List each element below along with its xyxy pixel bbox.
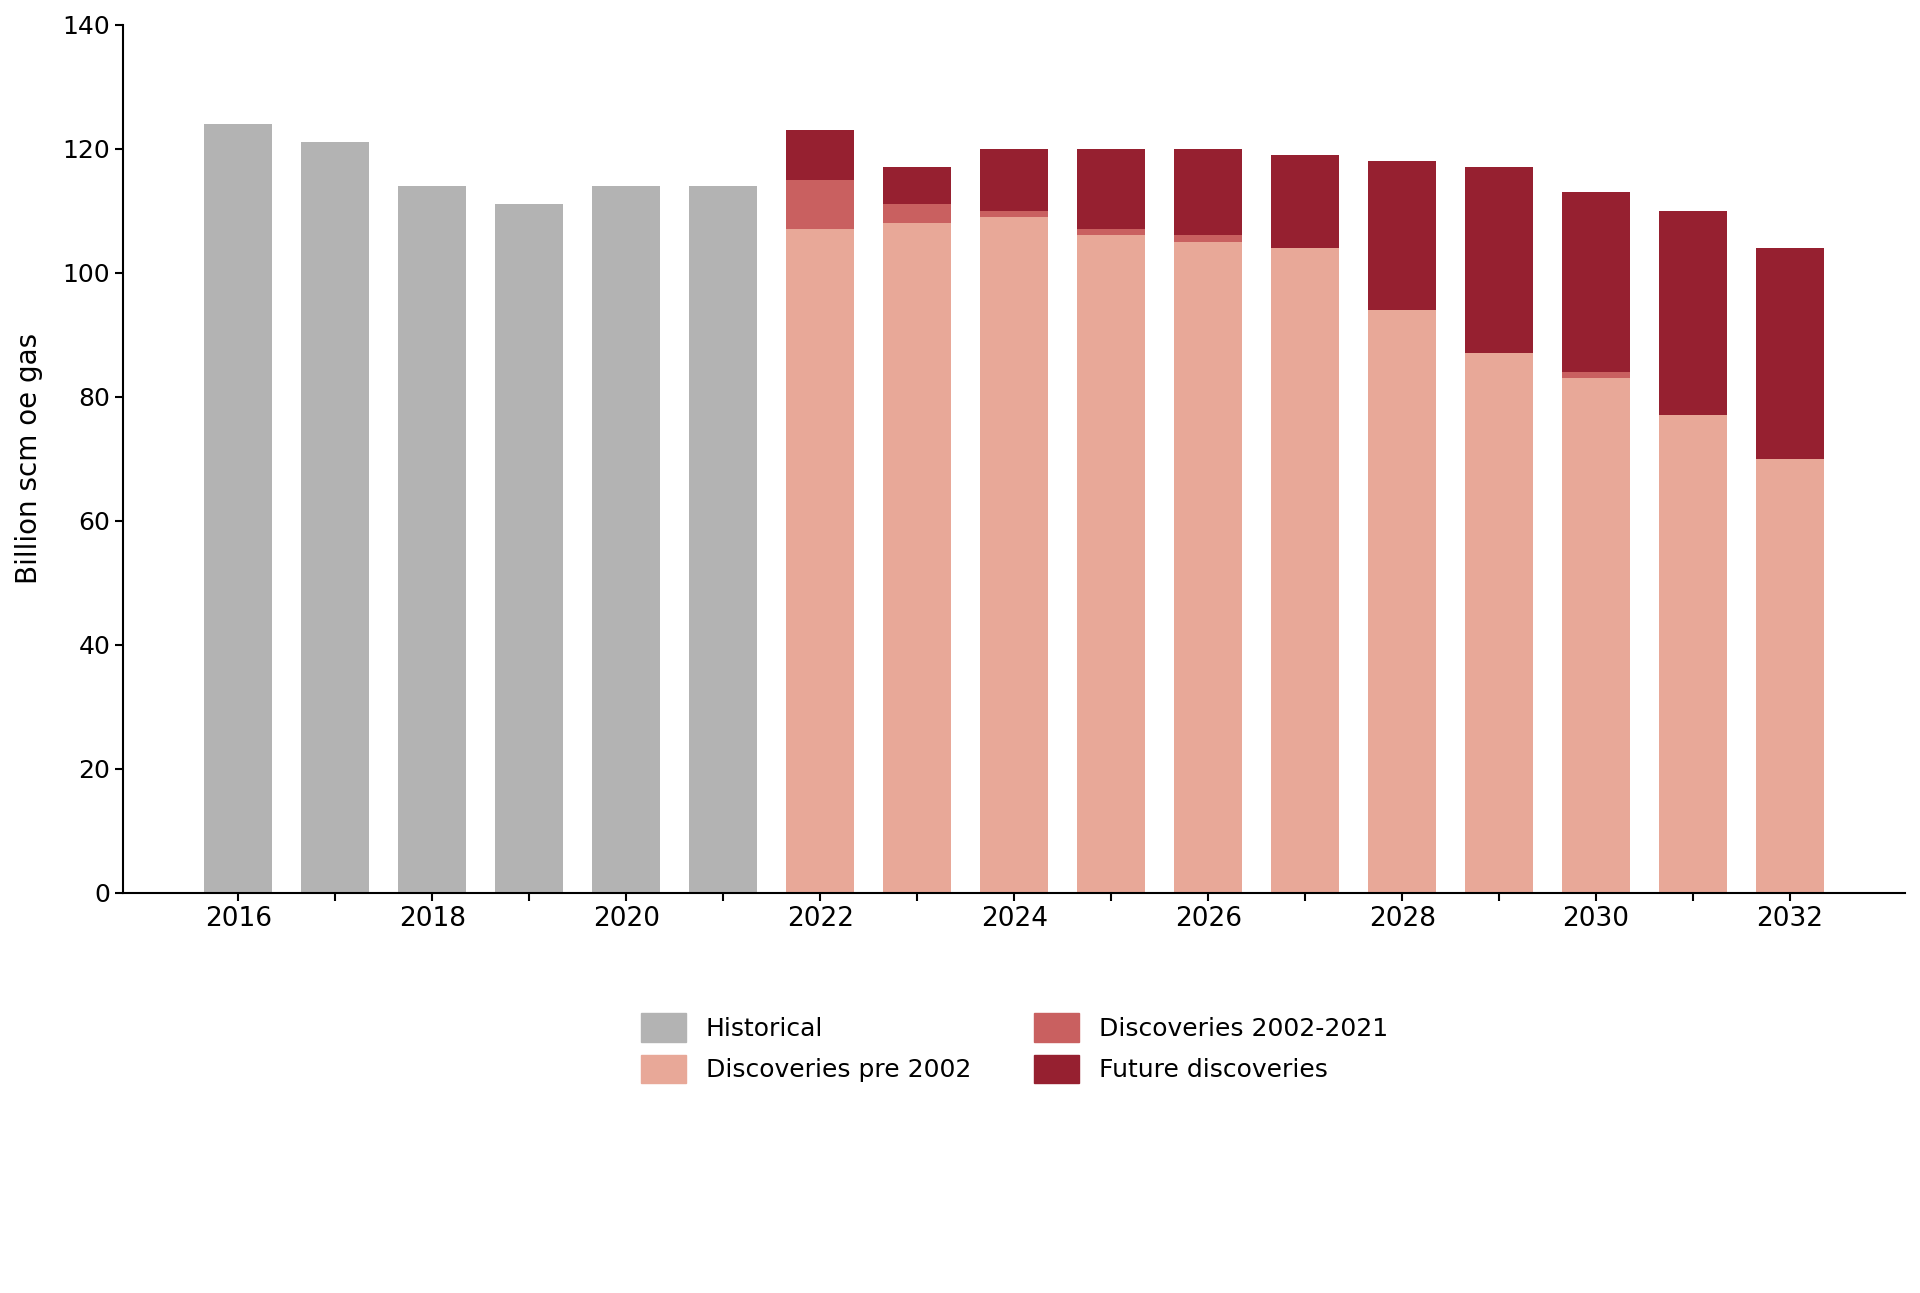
Bar bbox=[689, 186, 756, 892]
Bar bbox=[1077, 149, 1144, 229]
Bar bbox=[1175, 242, 1242, 892]
Bar bbox=[1175, 149, 1242, 235]
Bar bbox=[787, 229, 854, 892]
Bar bbox=[981, 211, 1048, 217]
Bar bbox=[787, 129, 854, 180]
Bar bbox=[883, 222, 950, 892]
Bar bbox=[1077, 235, 1144, 892]
Bar bbox=[787, 180, 854, 229]
Bar bbox=[301, 142, 369, 892]
Bar bbox=[883, 204, 950, 222]
Bar bbox=[495, 204, 563, 892]
Bar bbox=[1175, 235, 1242, 242]
Bar bbox=[1563, 191, 1630, 372]
Bar bbox=[1369, 160, 1436, 310]
Bar bbox=[591, 186, 660, 892]
Bar bbox=[1563, 378, 1630, 892]
Bar bbox=[883, 167, 950, 204]
Bar bbox=[1465, 167, 1532, 353]
Bar bbox=[1077, 229, 1144, 235]
Y-axis label: Billion scm oe gas: Billion scm oe gas bbox=[15, 334, 42, 584]
Bar bbox=[204, 124, 273, 892]
Bar bbox=[1271, 248, 1338, 892]
Bar bbox=[1757, 248, 1824, 459]
Bar bbox=[1659, 211, 1726, 415]
Bar bbox=[1465, 353, 1532, 892]
Legend: Historical, Discoveries pre 2002, Discoveries 2002-2021, Future discoveries: Historical, Discoveries pre 2002, Discov… bbox=[628, 1001, 1400, 1096]
Bar bbox=[981, 217, 1048, 892]
Bar bbox=[1757, 459, 1824, 892]
Bar bbox=[981, 149, 1048, 211]
Bar bbox=[1369, 310, 1436, 892]
Bar bbox=[1659, 415, 1726, 892]
Bar bbox=[1271, 155, 1338, 248]
Bar bbox=[1563, 372, 1630, 378]
Bar bbox=[397, 186, 467, 892]
